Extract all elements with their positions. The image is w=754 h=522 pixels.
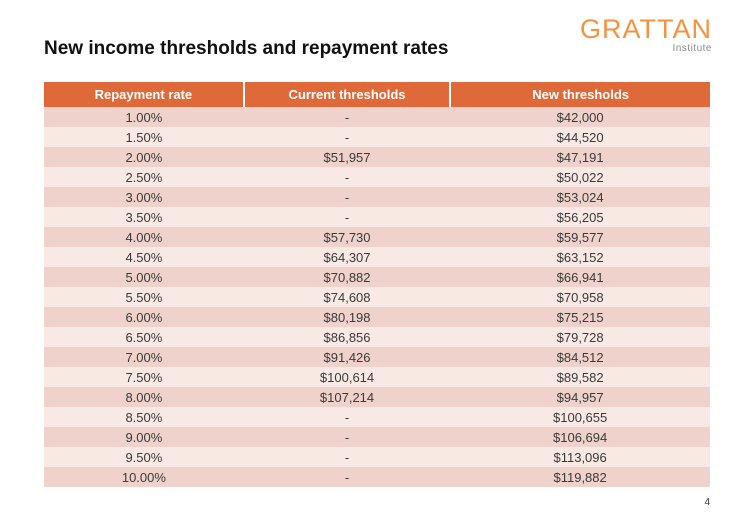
table-cell: $57,730 — [243, 227, 451, 247]
table-row: 6.00% $80,198 $75,215 — [44, 307, 710, 327]
table-cell: 5.50% — [44, 287, 244, 307]
table-row: 6.50% $86,856 $79,728 — [44, 327, 710, 347]
table-row: 8.00% $107,214 $94,957 — [44, 387, 710, 407]
table-cell: 6.00% — [44, 307, 244, 327]
table-cell: $106,694 — [450, 427, 710, 447]
table-cell: $70,882 — [243, 267, 451, 287]
table-row: 9.50% - $113,096 — [44, 447, 710, 467]
grattan-logo-subtitle: Institute — [672, 43, 712, 54]
table-cell: - — [243, 167, 451, 187]
table-cell: $86,856 — [243, 327, 451, 347]
table-cell: 10.00% — [44, 467, 244, 487]
table-cell: $94,957 — [450, 387, 710, 407]
table-row: 10.00% - $119,882 — [44, 467, 710, 487]
table-row: 3.50% - $56,205 — [44, 207, 710, 227]
table-row: 8.50% - $100,655 — [44, 407, 710, 427]
thresholds-table: Repayment rate Current thresholds New th… — [44, 82, 710, 487]
grattan-logo-text: GRATTAN — [580, 14, 712, 44]
table-cell: $100,655 — [450, 407, 710, 427]
table-cell: $66,941 — [450, 267, 710, 287]
thresholds-table-container: Repayment rate Current thresholds New th… — [44, 82, 710, 487]
table-cell: 8.00% — [44, 387, 244, 407]
table-row: 7.00% $91,426 $84,512 — [44, 347, 710, 367]
table-cell: $113,096 — [450, 447, 710, 467]
table-cell: 6.50% — [44, 327, 244, 347]
table-cell: $119,882 — [450, 467, 710, 487]
table-cell: 2.00% — [44, 147, 244, 167]
table-row: 9.00% - $106,694 — [44, 427, 710, 447]
table-cell: 9.50% — [44, 447, 244, 467]
table-row: 4.50% $64,307 $63,152 — [44, 247, 710, 267]
table-cell: 4.00% — [44, 227, 244, 247]
table-cell: 8.50% — [44, 407, 244, 427]
table-cell: - — [243, 467, 451, 487]
table-row: 1.00% - $42,000 — [44, 107, 710, 127]
table-cell: $107,214 — [243, 387, 451, 407]
table-cell: $89,582 — [450, 367, 710, 387]
table-cell: $44,520 — [450, 127, 710, 147]
table-cell: 7.50% — [44, 367, 244, 387]
column-header-new-thresholds: New thresholds — [449, 82, 710, 107]
table-row: 5.00% $70,882 $66,941 — [44, 267, 710, 287]
table-cell: $42,000 — [450, 107, 710, 127]
table-row: 3.00% - $53,024 — [44, 187, 710, 207]
table-cell: - — [243, 207, 451, 227]
table-row: 7.50% $100,614 $89,582 — [44, 367, 710, 387]
table-cell: $79,728 — [450, 327, 710, 347]
table-cell: 5.00% — [44, 267, 244, 287]
table-cell: $84,512 — [450, 347, 710, 367]
table-cell: 7.00% — [44, 347, 244, 367]
table-header-row: Repayment rate Current thresholds New th… — [44, 82, 710, 107]
column-header-current-thresholds: Current thresholds — [242, 82, 451, 107]
table-cell: 2.50% — [44, 167, 244, 187]
table-cell: $75,215 — [450, 307, 710, 327]
table-cell: $100,614 — [243, 367, 451, 387]
table-cell: 1.50% — [44, 127, 244, 147]
grattan-logo: GRATTAN Institute — [580, 16, 712, 54]
column-header-repayment-rate: Repayment rate — [44, 82, 244, 107]
table-cell: - — [243, 407, 451, 427]
table-cell: $74,608 — [243, 287, 451, 307]
table-row: 4.00% $57,730 $59,577 — [44, 227, 710, 247]
table-cell: 4.50% — [44, 247, 244, 267]
table-cell: $51,957 — [243, 147, 451, 167]
table-row: 2.00% $51,957 $47,191 — [44, 147, 710, 167]
table-header: Repayment rate Current thresholds New th… — [44, 82, 710, 107]
table-cell: $59,577 — [450, 227, 710, 247]
table-cell: - — [243, 127, 451, 147]
table-cell: $50,022 — [450, 167, 710, 187]
table-cell: $47,191 — [450, 147, 710, 167]
table-row: 2.50% - $50,022 — [44, 167, 710, 187]
table-cell: $70,958 — [450, 287, 710, 307]
table-cell: $63,152 — [450, 247, 710, 267]
table-row: 1.50% - $44,520 — [44, 127, 710, 147]
table-cell: 1.00% — [44, 107, 244, 127]
table-cell: $56,205 — [450, 207, 710, 227]
table-cell: $80,198 — [243, 307, 451, 327]
page-number: 4 — [704, 497, 710, 508]
table-cell: - — [243, 427, 451, 447]
table-row: 5.50% $74,608 $70,958 — [44, 287, 710, 307]
table-cell: - — [243, 447, 451, 467]
table-cell: 9.00% — [44, 427, 244, 447]
table-cell: $53,024 — [450, 187, 710, 207]
page-title: New income thresholds and repayment rate… — [44, 38, 449, 59]
table-cell: 3.00% — [44, 187, 244, 207]
table-cell: 3.50% — [44, 207, 244, 227]
table-cell: $64,307 — [243, 247, 451, 267]
table-cell: - — [243, 107, 451, 127]
table-body: 1.00% - $42,000 1.50% - $44,520 2.00% $51,957 $4… — [44, 107, 710, 487]
table-cell: $91,426 — [243, 347, 451, 367]
table-cell: - — [243, 187, 451, 207]
